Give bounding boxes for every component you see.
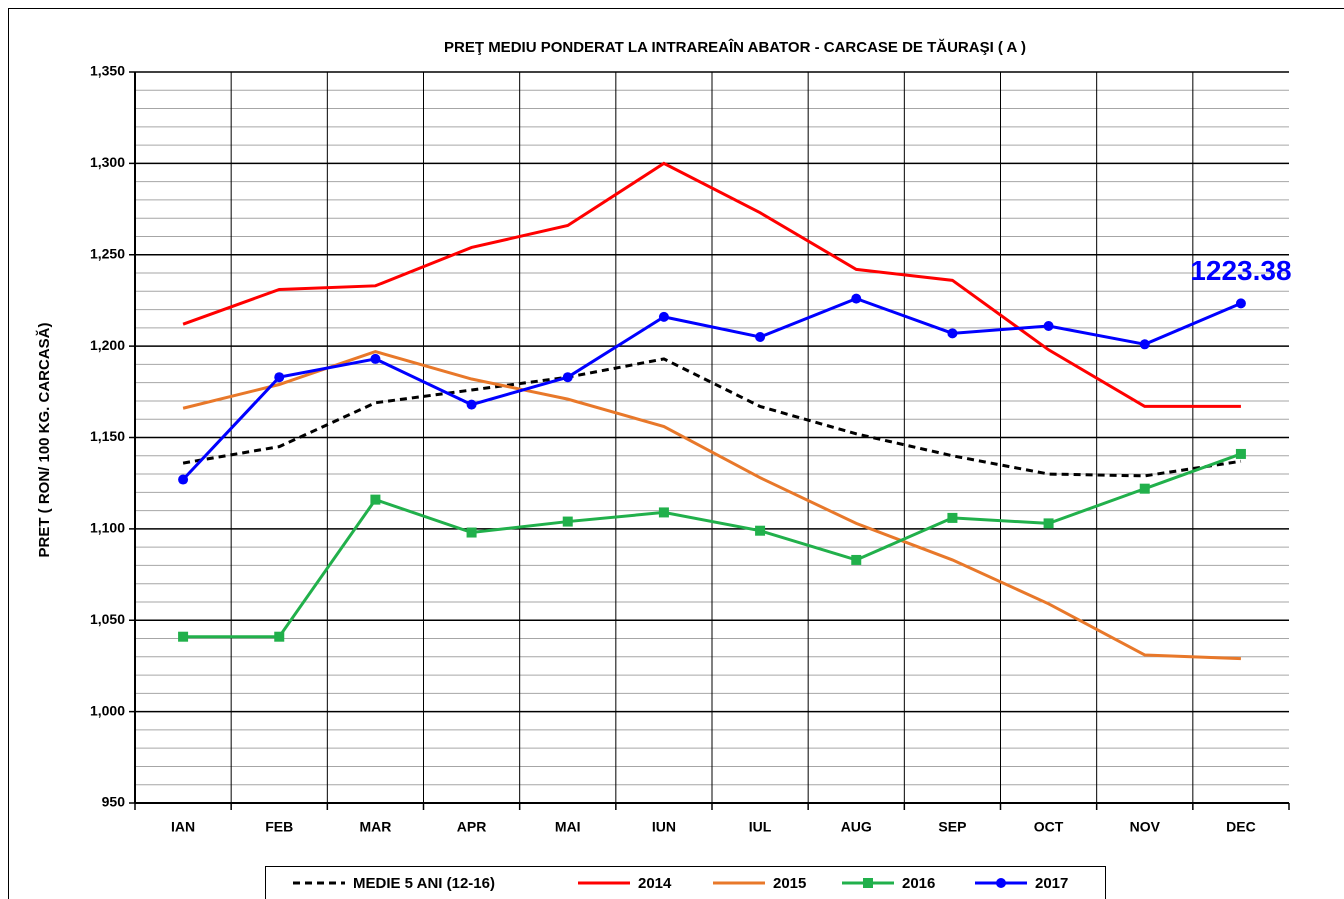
- series-line: [182, 161, 1241, 408]
- data-point: [178, 474, 189, 485]
- y-tick-label: 1,150: [90, 428, 125, 444]
- y-tick-label: 1,100: [90, 520, 125, 536]
- x-tick-label: OCT: [1034, 819, 1064, 835]
- x-tick-label: DEC: [1226, 819, 1256, 835]
- x-tick-label: IUL: [749, 819, 772, 835]
- data-point: [274, 372, 285, 383]
- x-tick-label: FEB: [265, 819, 293, 835]
- data-point: [1139, 339, 1150, 350]
- data-point: [466, 527, 477, 538]
- chart-title: PREŢ MEDIU PONDERAT LA INTRAREAÎN ABATOR…: [444, 38, 1026, 56]
- data-point: [851, 293, 862, 304]
- x-tick-label: APR: [457, 819, 487, 835]
- y-tick-label: 1,250: [90, 245, 125, 261]
- data-point: [947, 512, 958, 523]
- data-point: [658, 311, 669, 322]
- x-tick-label: AUG: [841, 819, 872, 835]
- legend-label: 2014: [638, 875, 672, 892]
- data-point: [370, 494, 381, 505]
- legend-marker: [996, 878, 1006, 888]
- y-tick-label: 1,000: [90, 702, 125, 718]
- data-label: 1223.38: [1190, 255, 1291, 286]
- data-point: [466, 399, 477, 410]
- chart-frame: [8, 8, 1344, 899]
- legend-marker: [863, 878, 873, 888]
- series-line: [181, 297, 1242, 481]
- series-line: [182, 350, 1241, 661]
- legend-label: 2016: [902, 875, 935, 892]
- data-point: [370, 353, 381, 364]
- data-point: [562, 372, 573, 383]
- data-point: [755, 331, 766, 342]
- x-tick-label: IAN: [171, 819, 195, 835]
- data-point: [1043, 518, 1054, 529]
- data-point: [947, 328, 958, 339]
- data-point: [1043, 321, 1054, 332]
- x-tick-label: SEP: [938, 819, 966, 835]
- x-tick-label: MAR: [359, 819, 391, 835]
- y-tick-label: 950: [102, 794, 126, 810]
- y-axis-title: PRET ( RON/ 100 KG. CARCASĂ): [36, 322, 53, 557]
- y-tick-label: 1,350: [90, 63, 125, 79]
- series-line: [182, 357, 1242, 478]
- y-tick-label: 1,050: [90, 611, 125, 627]
- data-point: [274, 631, 285, 642]
- legend-box: [265, 866, 1106, 899]
- data-point: [851, 554, 862, 565]
- y-tick-label: 1,300: [90, 154, 125, 170]
- data-point: [658, 507, 669, 518]
- legend-label: 2017: [1035, 875, 1068, 892]
- legend-label: MEDIE 5 ANI (12-16): [353, 875, 495, 892]
- y-tick-label: 1,200: [90, 337, 125, 353]
- data-point: [755, 525, 766, 536]
- data-point: [178, 631, 189, 642]
- data-point: [562, 516, 573, 527]
- x-tick-label: NOV: [1130, 819, 1161, 835]
- data-point: [1235, 298, 1246, 309]
- data-point: [1139, 483, 1150, 494]
- x-tick-label: IUN: [652, 819, 676, 835]
- legend-label: 2015: [773, 875, 806, 892]
- series-line: [183, 452, 1242, 639]
- x-tick-label: MAI: [555, 819, 581, 835]
- data-point: [1235, 448, 1246, 459]
